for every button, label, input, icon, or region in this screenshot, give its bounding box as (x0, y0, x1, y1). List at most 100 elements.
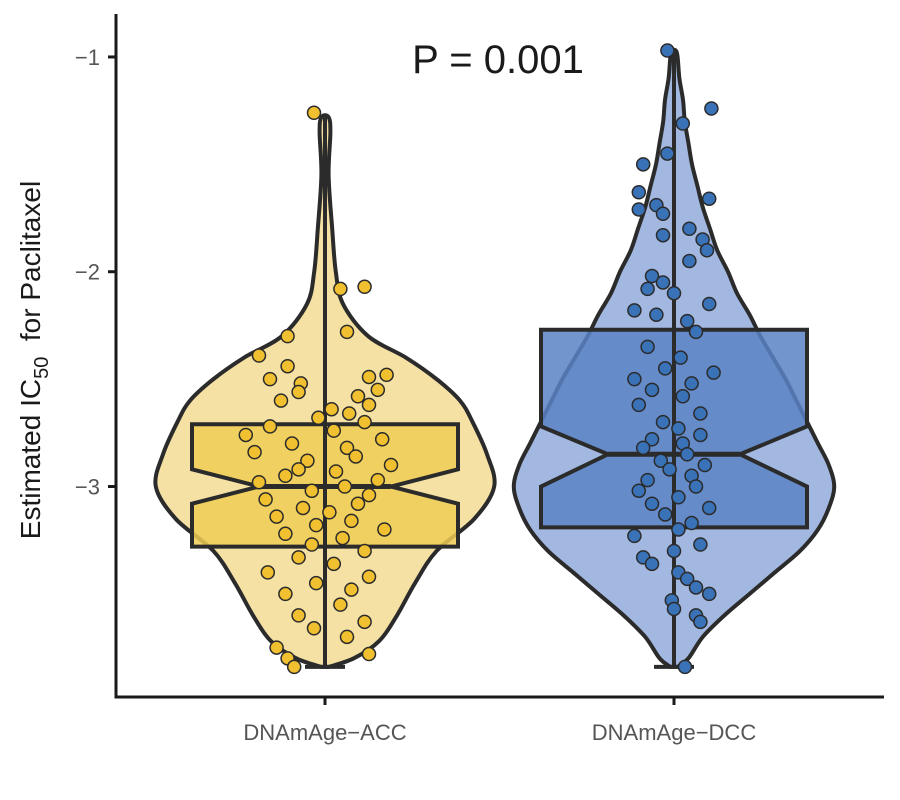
data-point (682, 253, 697, 269)
y-tick-label: −1 (75, 45, 100, 70)
data-point (291, 384, 306, 400)
y-ticks: −1 −2 −3 (75, 45, 116, 500)
data-point (688, 324, 704, 340)
data-point (295, 500, 311, 516)
axes-layer (114, 14, 884, 699)
data-point (655, 206, 671, 221)
data-point (357, 543, 372, 559)
y-axis-title-suffix: for Paclitaxel (15, 181, 46, 357)
data-point (662, 462, 677, 477)
data-point (339, 629, 355, 645)
data-point (688, 479, 704, 494)
data-point (284, 436, 300, 451)
data-point (644, 268, 660, 284)
data-point (693, 406, 708, 421)
data-point (370, 472, 386, 488)
data-point (291, 550, 306, 565)
data-point (339, 324, 355, 340)
data-point (677, 659, 693, 675)
data-point (370, 382, 386, 398)
data-point (701, 500, 717, 516)
y-tick-label: −3 (75, 475, 100, 500)
data-point (660, 146, 675, 161)
data-point (280, 358, 295, 374)
data-point (701, 191, 717, 206)
data-point (304, 537, 320, 552)
data-point (306, 621, 322, 636)
y-axis-title-subscript: 50 (31, 357, 53, 379)
data-point (631, 483, 647, 499)
data-point (701, 296, 717, 312)
data-point (701, 586, 717, 602)
data-point (666, 285, 682, 301)
data-point (258, 492, 273, 507)
data-point (699, 243, 715, 258)
data-point (324, 401, 339, 417)
data-point (304, 483, 320, 499)
data-point (679, 447, 695, 462)
data-point (627, 528, 642, 544)
data-point (688, 580, 704, 595)
data-point (361, 397, 377, 413)
y-tick-label: −2 (75, 260, 100, 285)
data-point (291, 462, 306, 477)
data-point (655, 227, 671, 243)
data-point (635, 440, 651, 456)
data-point (644, 496, 660, 511)
data-point (631, 397, 647, 413)
data-point (238, 427, 254, 443)
data-point (251, 348, 267, 363)
data-point (627, 371, 642, 387)
data-point (262, 371, 278, 387)
data-point (660, 43, 675, 58)
x-tick-label: DNAmAge−DCC (592, 720, 757, 745)
data-point (383, 457, 399, 473)
data-point (262, 419, 278, 434)
data-point (350, 496, 366, 511)
data-point (269, 640, 284, 655)
jitter-points-layer (238, 43, 721, 675)
data-point (357, 614, 372, 630)
data-point (706, 365, 721, 380)
data-point (357, 279, 372, 295)
data-point (644, 382, 660, 398)
x-ticks: DNAmAge−ACC DNAmAge−DCC (243, 697, 756, 745)
data-point (657, 507, 673, 522)
data-point (341, 406, 357, 421)
data-point (675, 116, 691, 131)
data-point (697, 457, 713, 473)
data-point (627, 303, 642, 318)
data-point (350, 389, 366, 404)
data-point (657, 361, 673, 376)
data-point (247, 444, 262, 460)
data-point (278, 586, 293, 602)
data-point (653, 453, 669, 468)
data-point (682, 221, 697, 237)
data-point (675, 389, 691, 404)
data-point (300, 453, 315, 468)
data-point (273, 393, 289, 408)
data-point (339, 440, 355, 456)
data-point (644, 432, 660, 447)
data-point (631, 185, 647, 200)
y-axis-title-prefix: Estimated IC (15, 379, 46, 539)
y-axis-title: Estimated IC50 for Paclitaxel (15, 181, 53, 539)
data-point (666, 601, 682, 617)
data-point (322, 505, 337, 520)
data-point (649, 307, 664, 322)
x-tick-label: DNAmAge−ACC (243, 720, 406, 745)
data-point (655, 275, 671, 290)
data-point (361, 487, 377, 503)
data-point (679, 571, 695, 587)
data-point (306, 105, 322, 121)
data-point (671, 490, 686, 505)
data-point (278, 468, 293, 484)
p-value-annotation: P = 0.001 (412, 38, 584, 82)
data-point (335, 530, 350, 546)
data-point (693, 537, 708, 552)
data-point (333, 281, 348, 297)
data-point (640, 472, 655, 488)
data-point (326, 423, 342, 438)
